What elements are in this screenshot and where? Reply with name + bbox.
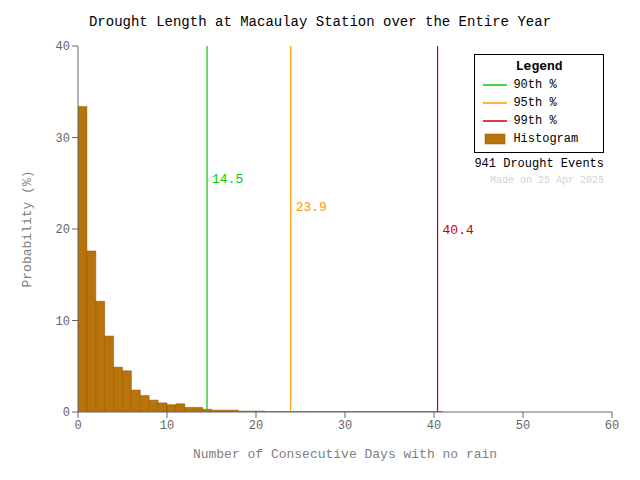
html-text:941 Drought Events: 941 Drought Events [474,157,604,171]
html-text:95th %: 95th % [513,96,557,110]
svg-text:30: 30 [338,419,352,433]
svg-text:14.5: 14.5 [212,172,243,187]
html-text:99th %: 99th % [513,114,557,128]
html-text:Histogram: Histogram [513,132,579,146]
html-text:90th %: 90th % [513,78,557,92]
svg-text:Number of Consecutive Days wit: Number of Consecutive Days with no rain [193,447,497,462]
svg-text:10: 10 [160,419,174,433]
svg-text:40.4: 40.4 [443,223,474,238]
svg-text:60: 60 [605,419,619,433]
svg-text:Probability (%): Probability (%) [20,170,35,287]
svg-text:0: 0 [74,419,81,433]
svg-text:40: 40 [427,419,441,433]
svg-text:50: 50 [516,419,530,433]
svg-text:40: 40 [56,40,70,54]
svg-text:30: 30 [56,132,70,146]
html-text:Legend: Legend [515,59,563,74]
html-text:Made on 25 Apr 2025: Made on 25 Apr 2025 [490,175,604,186]
svg-text:23.9: 23.9 [296,200,327,215]
svg-text:0: 0 [63,406,70,420]
svg-text:20: 20 [56,223,70,237]
svg-text:20: 20 [249,419,263,433]
html-text:Drought Length at Macaulay Sta: Drought Length at Macaulay Station over … [89,14,551,30]
svg-text:10: 10 [56,315,70,329]
